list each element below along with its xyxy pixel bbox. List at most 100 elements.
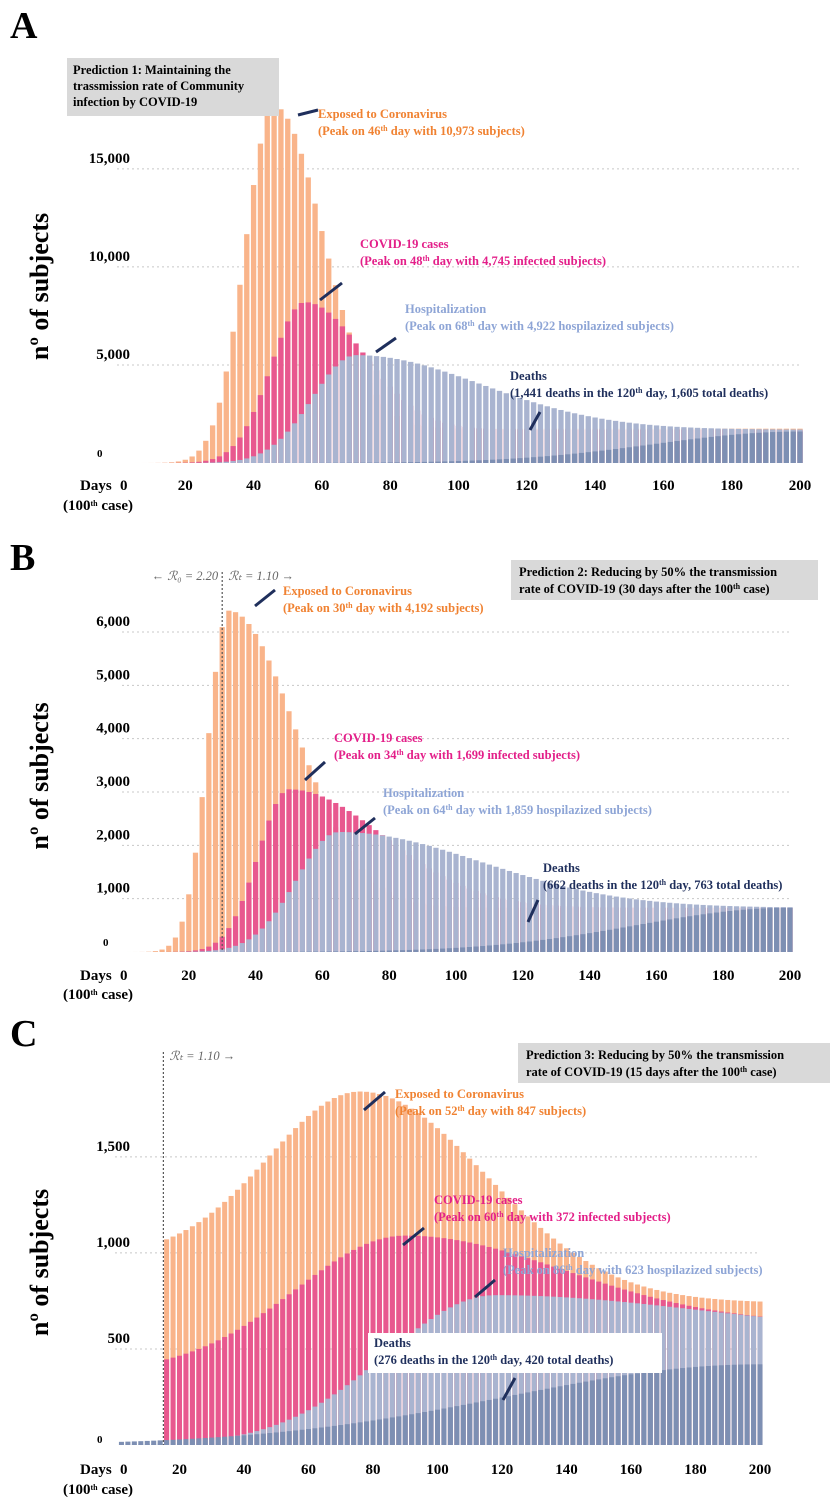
deaths-bar — [628, 1374, 634, 1445]
hospital-bar — [219, 949, 225, 952]
hospital-bar — [386, 836, 392, 952]
hospital-bar — [273, 912, 279, 952]
hospital-bar — [286, 892, 292, 952]
deaths-bar — [520, 942, 526, 952]
deaths-bar — [415, 1413, 421, 1445]
hospital-bar — [376, 1359, 382, 1445]
cases-bar — [278, 337, 284, 463]
deaths-bar — [379, 950, 386, 952]
cases-bar — [164, 1359, 170, 1445]
cases-bar — [318, 1270, 324, 1445]
hospital-bar — [244, 458, 250, 463]
exposed-bar — [199, 797, 205, 952]
deaths-bar — [647, 444, 653, 463]
hundredth-case-label: (100th case) — [63, 498, 133, 514]
deaths-bar — [386, 950, 392, 952]
hospital-bar — [585, 416, 591, 463]
exposed-bar — [192, 852, 199, 952]
hospital-bar — [379, 835, 386, 952]
deaths-pointer — [528, 411, 542, 431]
deaths-annotation-detail: (276 deaths in the 120th day, 420 total … — [374, 1353, 613, 1368]
deaths-bar — [538, 1389, 544, 1445]
hospital-bar — [578, 414, 585, 463]
hospital-bar — [449, 373, 455, 463]
prediction-title-box — [511, 560, 818, 600]
hospital-bar — [332, 366, 339, 463]
hospital-bar — [413, 842, 419, 952]
exposed-pointer — [363, 1090, 386, 1112]
deaths-bar — [183, 1439, 189, 1445]
exposed-bar — [259, 646, 265, 952]
prediction-title-line: Prediction 1: Maintaining the — [73, 63, 231, 77]
hospital-bar — [453, 853, 459, 952]
cases-bar — [305, 302, 311, 463]
hospital-bar — [223, 461, 229, 463]
y-zero-label: 0 — [103, 937, 109, 949]
deaths-bar — [627, 926, 633, 952]
hospital-bar — [566, 887, 573, 952]
hospital-bar — [615, 1301, 621, 1445]
deaths-bar — [247, 1434, 253, 1445]
deaths-bar — [333, 951, 339, 952]
rt-label: ℛₜ = 1.10 → — [169, 1049, 235, 1063]
exposed-bar — [170, 1236, 176, 1445]
deaths-bar — [713, 912, 720, 952]
hospital-bar — [279, 902, 285, 952]
exposed-bar — [267, 1155, 273, 1445]
hospital-bar — [640, 424, 646, 463]
deaths-bar — [583, 1381, 589, 1445]
deaths-pointer — [526, 899, 540, 923]
exposed-bar — [223, 371, 229, 463]
deaths-bar — [510, 458, 516, 463]
cases-bar — [312, 1274, 318, 1445]
deaths-bar — [434, 1409, 441, 1445]
cases-bar — [202, 1346, 208, 1445]
hospital-bar — [216, 462, 223, 463]
deaths-bar — [770, 432, 776, 463]
deaths-bar — [364, 1421, 370, 1445]
deaths-bar — [196, 1438, 202, 1445]
deaths-bar — [480, 1401, 486, 1445]
deaths-bar — [725, 1364, 731, 1445]
hospital-bar — [612, 420, 619, 463]
deaths-bar — [503, 458, 509, 463]
deaths-bar — [647, 922, 653, 952]
y-zero-label: 0 — [97, 1434, 103, 1446]
deaths-bar — [537, 456, 544, 463]
deaths-bar — [680, 917, 686, 952]
deaths-annotation-detail: (1,441 deaths in the 120th day, 1,605 to… — [510, 386, 768, 401]
exposed-bar — [260, 1162, 266, 1445]
hospital-annotation-title: Hospitalization — [383, 786, 464, 800]
hospital-annotation-detail: (Peak on 68th day with 4,922 hospilazize… — [405, 319, 674, 334]
deaths-bar — [783, 431, 790, 463]
hospital-bar — [473, 860, 479, 952]
deaths-bar — [738, 1364, 744, 1445]
hospital-bar — [573, 889, 579, 952]
x-tick-label: 140 — [555, 1462, 578, 1478]
hospital-bar — [408, 361, 414, 463]
deaths-bar — [462, 460, 468, 463]
exposed-bar — [226, 610, 232, 952]
hospital-bar — [415, 1328, 421, 1445]
hospital-bar — [544, 406, 550, 463]
deaths-bar — [612, 448, 619, 463]
cases-bar — [259, 840, 265, 952]
deaths-bar — [499, 1397, 505, 1445]
hospital-bar — [414, 363, 421, 463]
deaths-bar — [674, 441, 680, 463]
deaths-bar — [209, 1437, 215, 1445]
r0-label: ← ℛ₀ = 2.20 — [152, 569, 219, 583]
x-tick-label: 20 — [178, 478, 193, 494]
deaths-bar — [753, 908, 760, 952]
x-tick-label: 180 — [684, 1462, 707, 1478]
deaths-bar — [157, 1440, 163, 1445]
series-deaths — [121, 431, 803, 463]
deaths-bar — [570, 1383, 576, 1445]
series-exposed — [126, 610, 793, 952]
deaths-bar — [720, 911, 726, 952]
hospital-bar — [647, 424, 653, 463]
x-tick-label: 120 — [491, 1462, 514, 1478]
hospital-bar — [353, 355, 359, 463]
exposed-bar — [166, 945, 172, 952]
deaths-bar — [680, 1368, 686, 1445]
